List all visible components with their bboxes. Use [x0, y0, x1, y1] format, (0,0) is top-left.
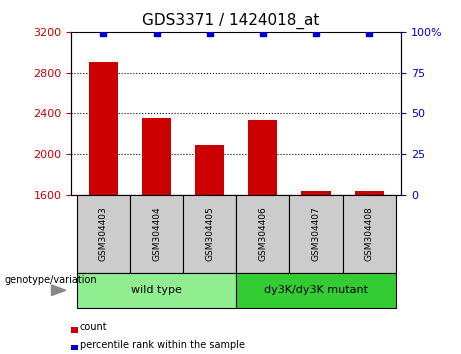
Bar [89, 62, 118, 195]
Point [259, 31, 266, 36]
Bar [77, 195, 130, 273]
Point [153, 31, 160, 36]
Bar [142, 118, 171, 195]
Text: GSM304406: GSM304406 [258, 206, 267, 261]
Bar [77, 273, 236, 308]
Text: GSM304403: GSM304403 [99, 206, 108, 261]
Text: count: count [79, 322, 107, 332]
Bar [236, 273, 396, 308]
Bar [290, 195, 343, 273]
Bar [195, 145, 225, 195]
Text: wild type: wild type [131, 285, 182, 295]
Text: GSM304404: GSM304404 [152, 206, 161, 261]
Text: GSM304407: GSM304407 [312, 206, 320, 261]
Polygon shape [52, 285, 66, 296]
Text: GSM304405: GSM304405 [205, 206, 214, 261]
Bar [248, 120, 278, 195]
Text: GSM304408: GSM304408 [365, 206, 374, 261]
Bar [236, 195, 290, 273]
Point [366, 31, 373, 36]
Text: GDS3371 / 1424018_at: GDS3371 / 1424018_at [142, 12, 319, 29]
Text: genotype/variation: genotype/variation [5, 275, 97, 285]
Point [206, 31, 213, 36]
Text: dy3K/dy3K mutant: dy3K/dy3K mutant [264, 285, 368, 295]
Bar [130, 195, 183, 273]
Text: percentile rank within the sample: percentile rank within the sample [79, 340, 244, 350]
Bar [343, 195, 396, 273]
Bar [355, 191, 384, 195]
Point [100, 31, 107, 36]
Bar [183, 195, 236, 273]
Point [312, 31, 319, 36]
Bar [301, 191, 331, 195]
